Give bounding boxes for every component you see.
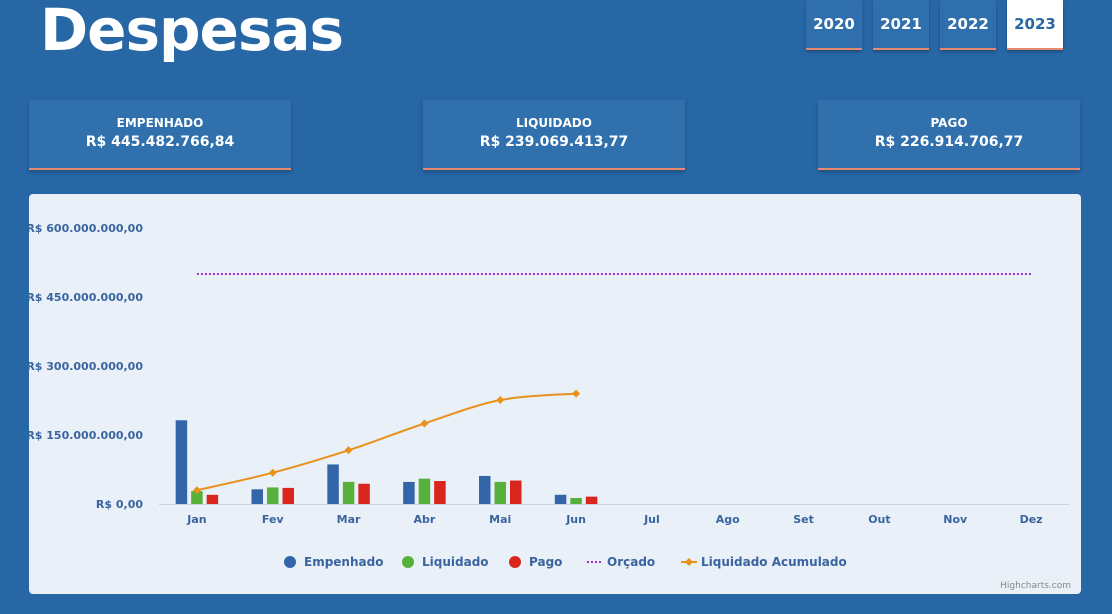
bar-pago[interactable]: [206, 494, 219, 504]
point-liquidado-acumulado[interactable]: [344, 446, 353, 455]
series-line-liquidado-acumulado[interactable]: [196, 392, 577, 492]
bar-empenhado[interactable]: [554, 494, 567, 504]
bar-empenhado[interactable]: [479, 475, 491, 504]
point-liquidado-acumulado[interactable]: [192, 486, 201, 495]
legend-label-pago[interactable]: Pago: [529, 555, 562, 569]
point-liquidado-acumulado[interactable]: [496, 396, 505, 405]
x-tick-label: Jan: [186, 513, 206, 526]
summary-card-pago: PAGO R$ 226.914.706,77: [818, 100, 1080, 170]
chart-credits[interactable]: Highcharts.com: [1000, 581, 1071, 591]
x-tick-label: Abr: [414, 513, 436, 526]
year-button-2021[interactable]: 2021: [873, 0, 929, 50]
bar-liquidado[interactable]: [570, 498, 582, 504]
point-liquidado-acumulado[interactable]: [420, 419, 429, 428]
x-tick-label: Fev: [262, 513, 285, 526]
bar-empenhado[interactable]: [175, 420, 188, 504]
bar-empenhado[interactable]: [251, 489, 264, 504]
x-tick-label: Mai: [489, 513, 511, 526]
bar-pago[interactable]: [282, 487, 295, 504]
bar-liquidado[interactable]: [267, 487, 279, 504]
bar-pago[interactable]: [585, 496, 598, 504]
summary-card-empenhado: EMPENHADO R$ 445.482.766,84: [29, 100, 291, 170]
chart-container: R$ 0,00 R$ 150.000.000,00 R$ 300.000.000,0…: [29, 194, 1081, 594]
summary-label: EMPENHADO: [116, 116, 204, 130]
bar-liquidado[interactable]: [191, 491, 203, 504]
bar-pago[interactable]: [434, 481, 446, 504]
page-title: Despesas: [40, 0, 344, 64]
x-tick-label: Nov: [943, 513, 968, 526]
legend-marker-liquidado-acumulado: [685, 558, 693, 566]
expenses-chart: R$ 0,00 R$ 150.000.000,00 R$ 300.000.000,0…: [29, 222, 1069, 569]
summary-label: LIQUIDADO: [516, 116, 592, 130]
x-tick-label: Jul: [643, 513, 660, 526]
legend-symbol-pago[interactable]: [509, 556, 521, 568]
bar-empenhado[interactable]: [327, 464, 339, 504]
summary-value: R$ 445.482.766,84: [85, 134, 235, 150]
bar-pago[interactable]: [358, 483, 370, 504]
x-tick-label: Out: [868, 513, 890, 526]
bar-liquidado[interactable]: [342, 481, 355, 504]
legend-symbol-liquidado[interactable]: [402, 556, 414, 568]
summary-card-liquidado: LIQUIDADO R$ 239.069.413,77: [423, 100, 685, 170]
legend-label-empenhado[interactable]: Empenhado: [304, 555, 383, 569]
y-tick-label: R$ 150.000.000,00: [29, 429, 143, 442]
x-tick-label: Dez: [1020, 513, 1043, 526]
legend-label-liquidado[interactable]: Liquidado: [422, 555, 489, 569]
y-tick-label: R$ 600.000.000,00: [29, 222, 143, 235]
x-tick-label: Jun: [565, 513, 586, 526]
year-button-2023[interactable]: 2023: [1007, 0, 1063, 50]
point-liquidado-acumulado[interactable]: [268, 468, 277, 477]
bar-empenhado[interactable]: [403, 481, 415, 504]
year-button-2020[interactable]: 2020: [806, 0, 862, 50]
bar-liquidado[interactable]: [418, 478, 431, 504]
legend-label-orcado[interactable]: Orçado: [607, 555, 655, 569]
summary-value: R$ 239.069.413,77: [479, 134, 629, 150]
x-tick-label: Set: [793, 513, 814, 526]
bar-pago[interactable]: [510, 480, 522, 504]
legend-symbol-empenhado[interactable]: [284, 556, 296, 568]
year-button-2022[interactable]: 2022: [940, 0, 996, 50]
summary-value: R$ 226.914.706,77: [874, 134, 1024, 150]
x-tick-label: Mar: [337, 513, 361, 526]
y-tick-label: R$ 300.000.000,00: [29, 360, 143, 373]
point-liquidado-acumulado[interactable]: [572, 389, 581, 398]
legend-label-liquidado-acumulado[interactable]: Liquidado Acumulado: [701, 555, 847, 569]
summary-label: PAGO: [930, 116, 968, 130]
x-tick-label: Ago: [716, 513, 740, 526]
bar-liquidado[interactable]: [494, 481, 507, 504]
y-tick-label: R$ 0,00: [96, 498, 143, 511]
y-tick-label: R$ 450.000.000,00: [29, 291, 143, 304]
